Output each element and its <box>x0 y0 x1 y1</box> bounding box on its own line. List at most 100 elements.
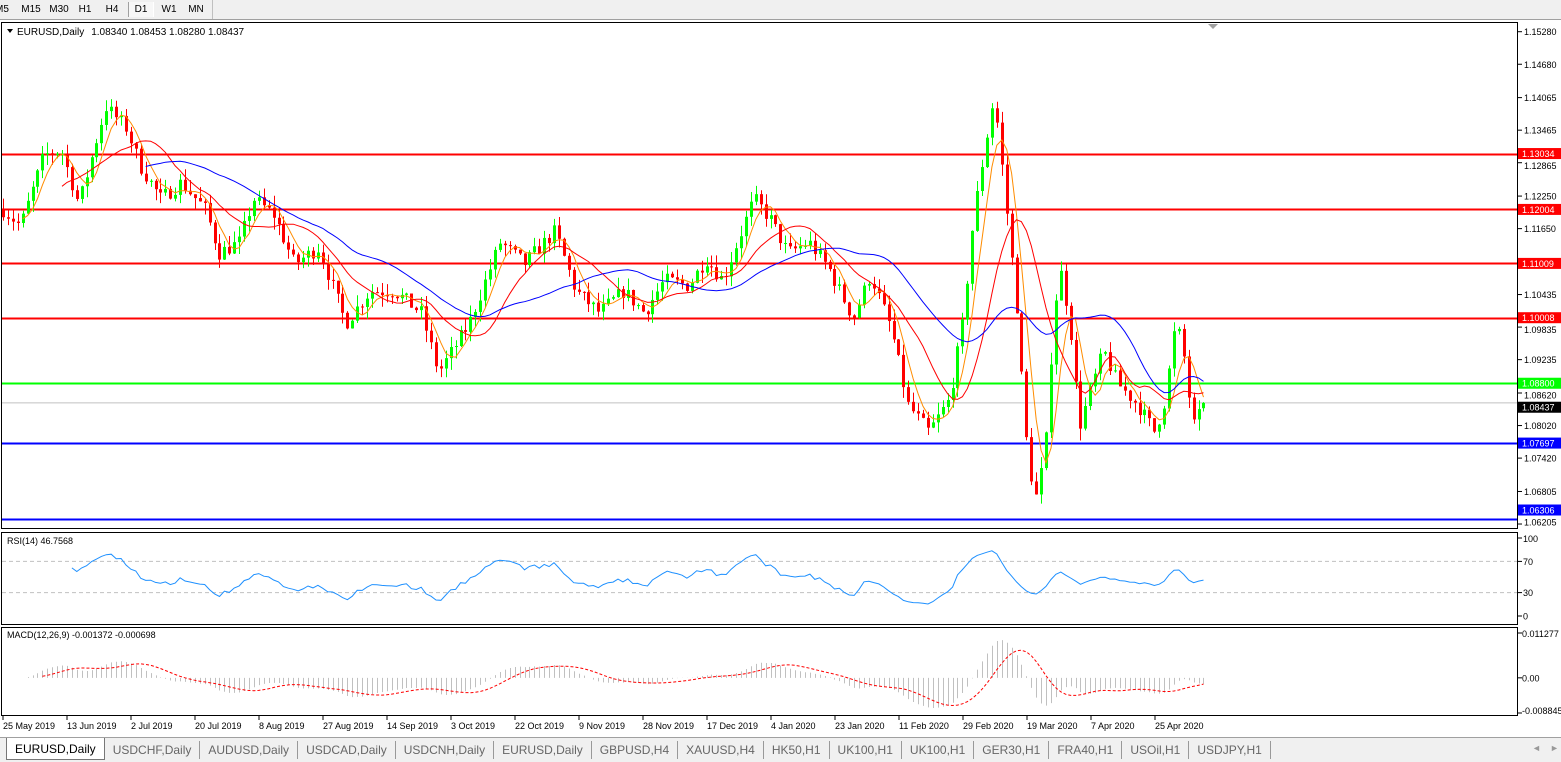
chart-tab[interactable]: USDCAD,Daily <box>298 741 396 759</box>
candle-body <box>494 249 497 270</box>
chart-tab[interactable]: USOil,H1 <box>1122 741 1190 759</box>
candle-body <box>194 194 197 199</box>
bearish-candle <box>66 144 69 178</box>
chart-tab[interactable]: GER30,H1 <box>974 741 1050 759</box>
price-tick-label: 1.06205 <box>1524 518 1557 528</box>
price-tick-label: 1.06805 <box>1524 487 1557 497</box>
candle-body <box>223 246 226 260</box>
bullish-candle <box>484 271 487 307</box>
bearish-candle <box>209 194 212 226</box>
candle-body <box>578 289 581 292</box>
candle-body <box>273 207 276 218</box>
macd-pane[interactable] <box>1 627 1518 716</box>
candle-body <box>583 291 586 293</box>
bearish-candle <box>214 220 217 251</box>
bullish-candle <box>981 159 984 197</box>
chart-tab[interactable]: AUDUSD,Daily <box>200 741 299 759</box>
collapse-triangle-icon[interactable] <box>7 29 13 33</box>
chart-tab[interactable]: USDCNH,Daily <box>396 741 495 759</box>
candle-body <box>337 280 340 294</box>
candle-body <box>907 387 910 402</box>
fast-ma-line <box>22 114 1204 465</box>
bearish-candle <box>297 252 300 271</box>
level-price-tag <box>1518 203 1561 215</box>
candle-body <box>701 270 704 273</box>
bullish-candle <box>730 252 733 287</box>
chart-window[interactable]: 1.15280 1.14680 1.14065 1.13465 1.13034 1.128… <box>0 20 1561 737</box>
chart-tabs-bar: EURUSD,Daily USDCHF,Daily AUDUSD,Daily USDC… <box>0 737 1561 762</box>
candle-body <box>666 273 669 283</box>
candle-body <box>56 153 59 155</box>
timeframe-m15-button[interactable]: M15 <box>21 4 41 15</box>
chart-tab[interactable]: GBPUSD,H4 <box>592 741 679 759</box>
bearish-candle <box>794 240 797 253</box>
candle-body <box>17 221 20 224</box>
bearish-candle <box>504 240 507 256</box>
chart-tab[interactable]: USDCHF,Daily <box>105 741 201 759</box>
timeframe-h4-button[interactable]: H4 <box>105 4 119 15</box>
tab-scroll-right-icon[interactable]: ► <box>1550 743 1559 753</box>
price-axis[interactable] <box>1518 20 1561 717</box>
chart-tab[interactable]: HK50,H1 <box>764 741 830 759</box>
timeframe-h1-button[interactable]: H1 <box>78 4 92 15</box>
timeframe-mn-button[interactable]: MN <box>188 4 204 15</box>
bullish-candle <box>706 257 709 277</box>
bearish-candle <box>76 185 79 202</box>
chart-tab[interactable]: USDJPY,H1 <box>1189 741 1271 759</box>
bearish-candle <box>774 214 777 227</box>
timeframe-d1-button[interactable]: D1 <box>128 2 154 17</box>
rsi-pane[interactable] <box>1 532 1518 625</box>
bullish-candle <box>661 270 664 301</box>
bearish-candle <box>1183 324 1186 364</box>
chart-shift-marker-icon[interactable] <box>1208 24 1218 29</box>
bearish-candle <box>573 267 576 298</box>
bearish-candle <box>1025 368 1028 441</box>
bullish-candle <box>740 225 743 259</box>
rsi-tick-label: 0 <box>1523 612 1528 622</box>
chart-tab[interactable]: XAUUSD,H4 <box>678 741 764 759</box>
candle-body <box>1153 418 1156 432</box>
main-price-pane[interactable] <box>1 22 1518 529</box>
bearish-candle <box>386 284 389 303</box>
chart-tab[interactable]: EURUSD,Daily <box>494 741 592 759</box>
candle-body <box>278 217 281 225</box>
timeframe-m30-button[interactable]: M30 <box>49 4 69 15</box>
bearish-candle <box>548 233 551 252</box>
tab-scroll-left-icon[interactable]: ◄ <box>1532 743 1541 753</box>
candle-body <box>730 262 733 277</box>
candle-body <box>1045 432 1048 469</box>
chart-tab[interactable]: UK100,H1 <box>902 741 975 759</box>
candle-body <box>912 401 915 412</box>
timeframe-m5-button[interactable]: M5 <box>0 4 9 15</box>
bearish-candle <box>927 411 930 435</box>
bullish-candle <box>971 230 974 291</box>
level-price-tag <box>1518 377 1561 389</box>
candle-body <box>405 293 408 295</box>
candle-body <box>1109 352 1112 372</box>
candle-body <box>1143 409 1146 416</box>
current-price-tag <box>1518 401 1561 413</box>
bullish-candle <box>1168 365 1171 412</box>
bullish-candle <box>1099 348 1102 381</box>
time-tick-label: 22 Oct 2019 <box>515 721 564 731</box>
timeframe-w1-button[interactable]: W1 <box>161 4 177 15</box>
chart-tab[interactable]: EURUSD,Daily <box>6 738 105 760</box>
candle-body <box>671 273 674 278</box>
candle-body <box>548 237 551 244</box>
price-tick-label: 1.14065 <box>1524 93 1557 103</box>
candle-body <box>799 246 802 249</box>
candle-body <box>1030 437 1033 482</box>
candle-body <box>637 305 640 307</box>
bearish-candle <box>218 234 221 268</box>
time-tick-label: 20 Jul 2019 <box>195 721 242 731</box>
chart-tab[interactable]: UK100,H1 <box>830 741 902 759</box>
candle-body <box>1129 390 1132 401</box>
candle-body <box>676 277 679 280</box>
chart-tab[interactable]: FRA40,H1 <box>1049 741 1123 759</box>
candle-body <box>233 242 236 254</box>
candle-body <box>95 143 98 158</box>
candle-body <box>415 307 418 311</box>
candle-body <box>386 295 389 297</box>
bearish-candle <box>676 269 679 285</box>
bearish-candle <box>1134 399 1137 413</box>
